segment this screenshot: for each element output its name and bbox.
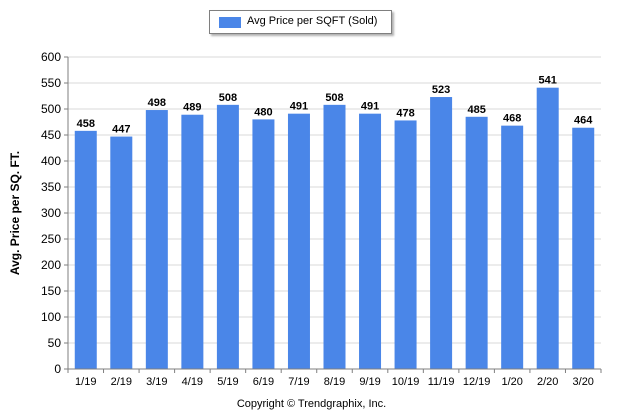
- bar: [536, 87, 559, 370]
- y-tick-label: 550: [41, 76, 61, 90]
- legend: Avg Price per SQFT (Sold): [209, 10, 392, 34]
- y-tick-label: 200: [41, 258, 61, 272]
- y-tick-label: 50: [48, 336, 62, 350]
- bar-value-label: 491: [290, 101, 308, 113]
- x-tick-label: 6/19: [253, 376, 274, 388]
- copyright-text: Copyright © Trendgraphix, Inc.: [236, 398, 387, 410]
- y-axis-ticks: 0 50 100 150 200 250 300 350 400 450 500 550 600: [41, 50, 68, 376]
- bar-value-label: 468: [503, 113, 521, 125]
- bar: [430, 97, 453, 369]
- bar: [110, 136, 133, 369]
- bar-value-label: 523: [432, 84, 450, 96]
- y-tick-label: 150: [41, 284, 61, 298]
- y-tick-label: 0: [54, 362, 61, 376]
- legend-swatch: [219, 17, 241, 28]
- bar-value-label: 480: [254, 106, 272, 118]
- bar-value-label: 541: [539, 75, 557, 87]
- bar-value-label: 478: [396, 107, 414, 119]
- bar: [572, 127, 595, 369]
- x-tick-label: 4/19: [182, 376, 203, 388]
- x-tick-label: 9/19: [359, 376, 380, 388]
- y-tick-label: 400: [41, 154, 61, 168]
- y-tick-label: 250: [41, 232, 61, 246]
- x-tick-label: 12/19: [463, 376, 491, 388]
- x-tick-label: 3/20: [573, 376, 594, 388]
- bar-value-label: 489: [183, 102, 201, 114]
- x-axis-ticks: 1/19 2/19 3/19 4/19 5/19 6/19 7/19 8/19 9/19 10/1…: [67, 369, 602, 388]
- x-tick-label: 2/20: [537, 376, 558, 388]
- bar: [287, 113, 310, 370]
- x-tick-label: 2/19: [111, 376, 132, 388]
- x-tick-label: 5/19: [217, 376, 238, 388]
- bar-value-label: 447: [112, 124, 130, 136]
- x-tick-label: 10/19: [392, 376, 420, 388]
- y-tick-label: 350: [41, 180, 61, 194]
- bar: [216, 104, 239, 369]
- bar: [145, 110, 168, 369]
- bar: [74, 130, 97, 369]
- x-tick-label: 11/19: [428, 376, 455, 388]
- bar-value-label: 491: [361, 101, 379, 113]
- x-tick-label: 7/19: [288, 376, 309, 388]
- y-axis-title: Avg. Price per SQ. FT.: [8, 151, 22, 275]
- y-tick-label: 600: [41, 50, 61, 64]
- y-tick-label: 500: [41, 102, 61, 116]
- bar: [465, 116, 488, 369]
- legend-label: Avg Price per SQFT (Sold): [247, 15, 378, 27]
- bar-value-label: 508: [325, 92, 343, 104]
- bar-value-label: 508: [219, 92, 237, 104]
- bar-value-label: 458: [77, 118, 95, 130]
- bar: [359, 113, 382, 370]
- x-tick-label: 3/19: [146, 376, 167, 388]
- bar-value-label: 464: [574, 115, 593, 127]
- bar: [394, 120, 417, 369]
- bar: [323, 104, 346, 369]
- y-tick-label: 450: [41, 128, 61, 142]
- bar: [252, 119, 275, 370]
- y-tick-label: 100: [41, 310, 61, 324]
- bar: [181, 114, 204, 369]
- x-tick-label: 1/20: [501, 376, 522, 388]
- bar: [501, 125, 524, 369]
- bar-value-label: 485: [467, 104, 485, 116]
- x-tick-label: 8/19: [324, 376, 345, 388]
- x-tick-label: 1/19: [75, 376, 96, 388]
- bars: 458 447 498 489 508 480 491 508 491 478 523 485 468 5…: [74, 75, 595, 370]
- bar-value-label: 498: [148, 97, 166, 109]
- y-tick-label: 300: [41, 206, 61, 220]
